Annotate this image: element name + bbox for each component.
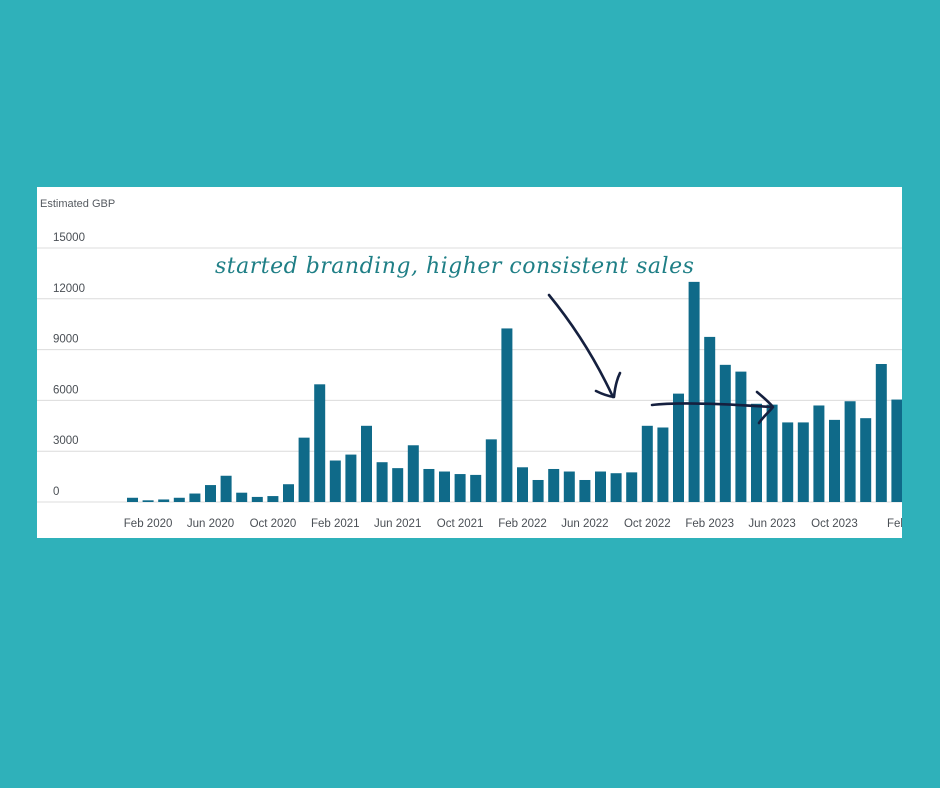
arrow-horizontal [650, 402, 773, 409]
annotation-arrows [547, 293, 775, 425]
bar [626, 472, 638, 502]
bar [704, 336, 716, 502]
arrow-diagonal [547, 293, 615, 399]
x-tick-label: Jun 2022 [561, 518, 608, 530]
bar [470, 474, 482, 502]
y-tick-label: 9000 [53, 334, 79, 346]
bar [548, 468, 560, 502]
bar [563, 471, 575, 502]
x-tick-label: Jun 2021 [374, 518, 421, 530]
bar [314, 384, 326, 502]
bar [189, 493, 201, 502]
x-tick-label: Feb 2020 [124, 518, 173, 530]
bar [891, 399, 902, 502]
x-tick-label: Feb 2023 [685, 518, 734, 530]
bar [579, 479, 591, 502]
bar [345, 454, 357, 502]
x-tick-label: Oct 2023 [811, 518, 858, 530]
arrow-diagonal-head [594, 371, 622, 399]
bar [298, 437, 310, 502]
bar [673, 393, 684, 502]
bar [875, 363, 887, 502]
x-tick-label: Oct 2022 [624, 518, 671, 530]
x-tick-label: Oct 2020 [250, 518, 297, 530]
bar [423, 468, 435, 502]
bar [454, 474, 466, 502]
bar [844, 401, 856, 502]
y-tick-label: 0 [53, 486, 59, 498]
x-tick-label: Feb [887, 518, 902, 530]
x-tick-label: Oct 2021 [437, 518, 484, 530]
bar [376, 462, 388, 502]
bar [251, 496, 263, 502]
bar [657, 427, 669, 502]
x-tick-labels: Feb 2020 Jun 2020 Oct 2020 Feb 2021 Jun 2021… [124, 518, 902, 530]
bar [283, 484, 294, 502]
bar [127, 497, 138, 502]
bar [267, 496, 279, 502]
bar [329, 460, 341, 502]
y-tick-label: 6000 [53, 384, 79, 396]
bar [485, 439, 497, 502]
y-tick-label: 12000 [53, 283, 85, 295]
x-tick-label: Feb 2021 [311, 518, 360, 530]
bar [361, 425, 372, 502]
y-tick-label: 3000 [53, 435, 79, 447]
y-axis-label: Estimated GBP [40, 198, 115, 210]
chart-card: Estimated GBP 0 3000 6000 9000 12000 15000 Fe… [37, 187, 902, 538]
annotation-text: started branding, higher consistent sale… [215, 254, 694, 279]
bar [813, 405, 825, 502]
bar [439, 471, 450, 502]
bar [595, 471, 606, 502]
bar [407, 445, 419, 502]
bar [517, 467, 528, 502]
bar [766, 404, 778, 502]
bar [751, 403, 762, 502]
bar-chart: Estimated GBP 0 3000 6000 9000 12000 15000 Fe… [37, 198, 902, 530]
bar [158, 499, 170, 502]
bar [236, 492, 248, 502]
arrow-horizontal-head [755, 390, 775, 425]
bar [610, 473, 622, 502]
bar [719, 364, 731, 502]
bar [205, 485, 216, 502]
bar [860, 418, 872, 502]
bar [829, 419, 840, 502]
y-tick-label: 15000 [53, 232, 85, 244]
x-tick-label: Jun 2023 [748, 518, 795, 530]
x-tick-label: Feb 2022 [498, 518, 547, 530]
bar [641, 425, 653, 502]
x-tick-label: Jun 2020 [187, 518, 234, 530]
bar [797, 422, 809, 502]
bar [220, 475, 232, 502]
bar [532, 479, 544, 502]
bar [688, 281, 700, 502]
bar [501, 328, 513, 502]
bar [782, 422, 794, 502]
bar [392, 468, 404, 502]
bar [735, 371, 747, 502]
bar [142, 500, 154, 502]
bars [127, 281, 902, 502]
bar [173, 497, 185, 502]
